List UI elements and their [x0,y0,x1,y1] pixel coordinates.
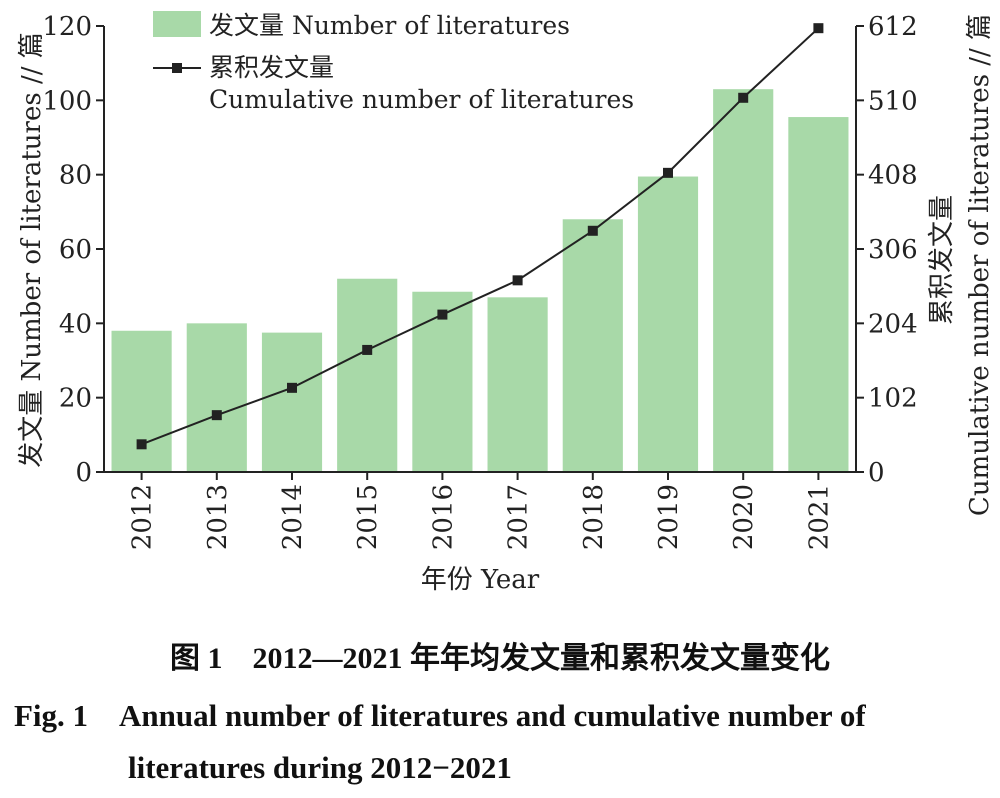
left-tick-labels: 0 20 40 60 80 100 120 [42,12,92,488]
left-tick-label: 40 [59,309,92,339]
left-tick-label: 80 [59,161,92,191]
left-tick-label: 0 [75,458,92,488]
right-tick-label: 306 [868,235,918,265]
x-tick-label: 2019 [654,484,684,550]
legend: 发文量 Number of literatures 累积发文量 Cumulati… [153,11,634,114]
bar-2012 [111,330,172,472]
bar-2017 [487,297,548,472]
x-axis-label: 年份 Year [421,565,540,595]
left-tick-label: 100 [42,86,92,116]
right-tick-label: 510 [868,86,918,116]
legend-line-label-en: Cumulative number of literatures [209,85,634,114]
x-tick-label: 2012 [128,484,158,550]
left-tick-label: 120 [42,12,92,42]
legend-line-marker [172,63,182,73]
point-2012 [136,439,147,450]
x-tick-label: 2017 [504,484,534,550]
x-tick-label: 2020 [729,484,759,550]
bar-2019 [637,176,699,472]
legend-line-label-cn: 累积发文量 [209,53,334,82]
cumulative-line-series [136,23,824,450]
bar-2020 [713,89,774,472]
x-tick-label: 2013 [203,484,233,550]
point-2018 [587,225,598,236]
right-axis-label-cn: 累积发文量 [927,195,957,325]
x-tick-label: 2018 [579,484,609,550]
figure-caption-cn: 图 1 2012—2021 年年均发文量和累积发文量变化 [170,642,830,675]
right-tick-labels: 0 102 204 306 408 510 612 [868,12,918,488]
combo-chart: 0 20 40 60 80 100 120 0 102 204 306 408 510 612 2012… [17,11,995,595]
cumulative-line [141,27,820,446]
point-2014 [287,382,297,393]
point-2016 [437,309,448,320]
point-2019 [663,167,673,178]
x-tick-label: 2014 [278,484,308,550]
figure-caption-en-line2: literatures during 2012−2021 [128,750,512,785]
x-tick-label: 2015 [353,484,383,550]
right-tick-label: 408 [868,161,918,191]
point-2021 [813,23,824,34]
bar-2021 [788,117,849,472]
point-2020 [738,92,749,103]
right-tick-label: 0 [868,458,885,488]
right-tick-label: 612 [868,12,918,42]
point-2017 [512,275,523,286]
right-tick-label: 102 [868,384,918,414]
point-2015 [362,344,373,355]
bar-2014 [261,332,323,472]
point-2013 [211,410,222,421]
right-axis-label-en: Cumulative number of literatures // 篇 [965,14,995,516]
x-tick-labels: 2012 2013 2014 2015 2016 2017 2018 2019 2020 2021 [128,484,835,550]
x-tick-label: 2021 [804,484,834,550]
x-tick-label: 2016 [428,484,458,550]
bar-series [111,89,849,472]
legend-bar-swatch [153,11,201,37]
right-tick-label: 204 [868,309,918,339]
left-axis-label: 发文量 Number of literatures // 篇 [17,32,47,467]
bar-2016 [412,291,473,472]
bar-2018 [562,219,623,472]
bar-2013 [186,323,247,472]
axes [96,25,864,480]
bar-2015 [337,278,398,472]
left-tick-label: 20 [59,384,92,414]
legend-bar-label: 发文量 Number of literatures [209,11,570,40]
figure-caption-en-line1: Fig. 1 Annual number of literatures and … [14,698,866,733]
left-tick-label: 60 [59,235,92,265]
